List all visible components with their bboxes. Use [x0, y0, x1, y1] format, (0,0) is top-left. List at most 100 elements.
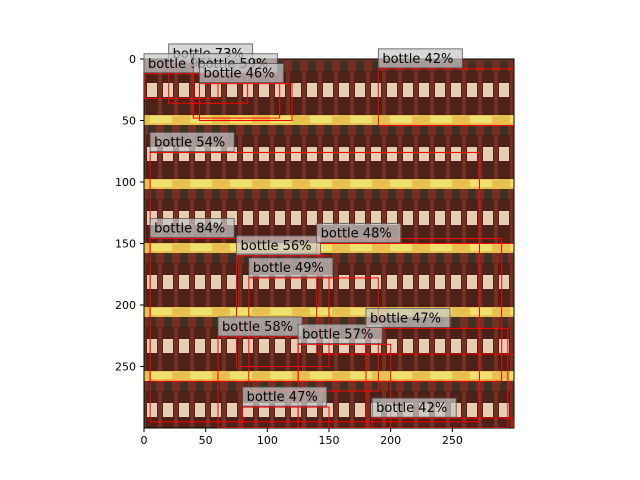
x-tick-label: 250	[442, 434, 463, 447]
price-tag	[470, 436, 492, 443]
price-tag	[150, 372, 172, 379]
detection-label: bottle 58%	[217, 316, 303, 337]
y-tick: 100	[115, 176, 144, 189]
price-tag	[310, 116, 332, 123]
x-tick-label: 0	[141, 434, 148, 447]
price-tag	[190, 180, 212, 187]
detection-label: bottle 56%	[236, 235, 321, 256]
price-tag	[350, 116, 372, 123]
detection-label: bottle 84%	[149, 218, 235, 238]
price-tag	[230, 372, 252, 379]
y-tick-label: 250	[115, 361, 136, 374]
price-tag	[150, 436, 172, 443]
detection-label: bottle 48%	[316, 223, 402, 243]
price-tag	[230, 436, 252, 443]
x-tick-label: 100	[257, 434, 278, 447]
price-tag	[430, 116, 452, 123]
y-tick: 0	[129, 53, 144, 66]
price-tag	[390, 244, 412, 251]
y-tick-label: 200	[115, 299, 136, 312]
price-tag	[270, 180, 292, 187]
y-tick-label: 50	[122, 115, 136, 128]
detection-box	[199, 83, 293, 121]
detection-box	[371, 417, 514, 428]
detection-label-text: bottle 42%	[376, 401, 447, 416]
price-tag	[270, 116, 292, 123]
price-tag	[390, 180, 412, 187]
x-tick-label: 150	[319, 434, 340, 447]
price-tag	[190, 372, 212, 379]
price-tag	[390, 372, 412, 379]
detection-box	[365, 327, 509, 428]
detection-labels: bottle 73%bottle 96%bottle 59%bottle 46%…	[143, 43, 463, 418]
detection-label-text: bottle 57%	[302, 327, 373, 342]
detection-box	[377, 68, 514, 126]
price-tag	[470, 180, 492, 187]
detection-label-text: bottle 47%	[370, 311, 441, 326]
price-tag	[510, 244, 514, 251]
detection-box	[242, 406, 330, 428]
price-tag	[310, 244, 332, 251]
price-tag	[270, 308, 292, 315]
detection-label-text: bottle 42%	[382, 52, 453, 67]
price-tag	[350, 372, 372, 379]
x-tick: 100	[257, 428, 278, 447]
price-tag	[150, 244, 172, 251]
detection-label-text: bottle 47%	[247, 390, 318, 405]
x-tick: 200	[380, 428, 401, 447]
liquor-shelf-photo	[144, 59, 532, 443]
detection-label: bottle 42%	[377, 48, 463, 69]
price-tag	[190, 308, 212, 315]
price-tag	[510, 116, 514, 123]
price-tag	[270, 372, 292, 379]
price-tag	[390, 116, 412, 123]
detection-box	[144, 73, 219, 99]
detection-label: bottle 47%	[365, 307, 451, 328]
detection-label-text: bottle 58%	[222, 320, 293, 335]
price-tag	[470, 372, 492, 379]
detection-label: bottle 46%	[199, 63, 284, 83]
price-tag	[230, 308, 252, 315]
detection-box	[316, 243, 514, 355]
price-tag	[150, 116, 172, 123]
price-tag	[350, 180, 372, 187]
x-tick: 50	[199, 428, 213, 447]
x-tick-label: 50	[199, 434, 213, 447]
y-tick: 150	[115, 238, 144, 251]
price-tag	[430, 244, 452, 251]
price-tag	[510, 372, 514, 379]
price-tag	[350, 308, 372, 315]
price-tag	[150, 180, 172, 187]
y-tick-label: 100	[115, 176, 136, 189]
price-tag	[430, 180, 452, 187]
detection-label-text: bottle 56%	[241, 239, 312, 254]
price-tag	[190, 116, 212, 123]
detection-label-text: bottle 46%	[204, 67, 275, 82]
price-tag	[470, 308, 492, 315]
price-tag	[150, 308, 172, 315]
y-tick: 200	[115, 299, 144, 312]
price-tag	[510, 436, 532, 443]
detection-label-text: bottle 48%	[321, 227, 392, 242]
detection-label: bottle 57%	[297, 323, 383, 344]
price-tag	[350, 436, 372, 443]
detection-label: bottle 49%	[248, 257, 334, 278]
price-tag	[470, 244, 492, 251]
y-tick-label: 150	[115, 238, 136, 251]
x-tick: 250	[442, 428, 463, 447]
price-tag	[470, 116, 492, 123]
detection-label: bottle 47%	[242, 386, 328, 407]
detection-label: bottle 54%	[149, 132, 235, 152]
y-axis: 0 50 100 150 200 250	[115, 53, 144, 374]
detection-box	[236, 255, 330, 367]
detection-label-text: bottle 54%	[154, 135, 225, 150]
x-tick-label: 200	[380, 434, 401, 447]
price-tag	[310, 180, 332, 187]
price-tag	[510, 180, 514, 187]
y-tick: 50	[122, 115, 144, 128]
detection-box	[297, 343, 392, 428]
price-tag	[350, 244, 372, 251]
price-tag	[430, 372, 452, 379]
price-tag	[230, 180, 252, 187]
